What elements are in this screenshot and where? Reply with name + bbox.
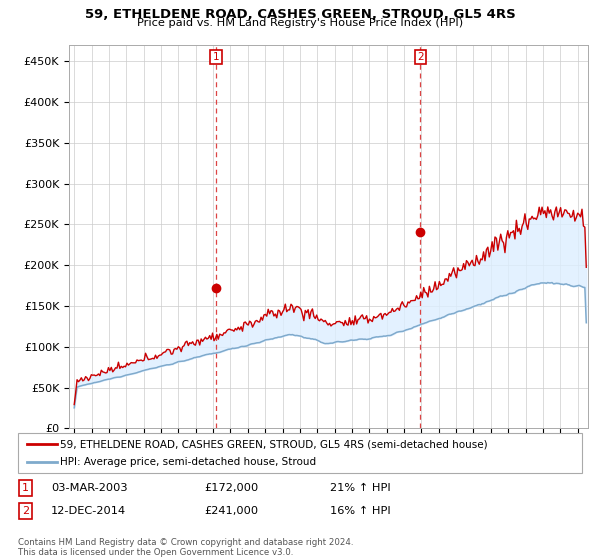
Text: 59, ETHELDENE ROAD, CASHES GREEN, STROUD, GL5 4RS: 59, ETHELDENE ROAD, CASHES GREEN, STROUD… [85, 8, 515, 21]
Text: 59, ETHELDENE ROAD, CASHES GREEN, STROUD, GL5 4RS (semi-detached house): 59, ETHELDENE ROAD, CASHES GREEN, STROUD… [60, 439, 488, 449]
Text: 16% ↑ HPI: 16% ↑ HPI [330, 506, 391, 516]
Text: 03-MAR-2003: 03-MAR-2003 [51, 483, 128, 493]
Text: 2: 2 [417, 52, 424, 62]
Text: HPI: Average price, semi-detached house, Stroud: HPI: Average price, semi-detached house,… [60, 457, 316, 467]
Text: 21% ↑ HPI: 21% ↑ HPI [330, 483, 391, 493]
Text: Price paid vs. HM Land Registry's House Price Index (HPI): Price paid vs. HM Land Registry's House … [137, 18, 463, 29]
Text: 2: 2 [22, 506, 29, 516]
Text: £241,000: £241,000 [204, 506, 258, 516]
Text: 1: 1 [22, 483, 29, 493]
Text: 12-DEC-2014: 12-DEC-2014 [51, 506, 126, 516]
Text: Contains HM Land Registry data © Crown copyright and database right 2024.
This d: Contains HM Land Registry data © Crown c… [18, 538, 353, 557]
Text: £172,000: £172,000 [204, 483, 258, 493]
Text: 1: 1 [213, 52, 220, 62]
